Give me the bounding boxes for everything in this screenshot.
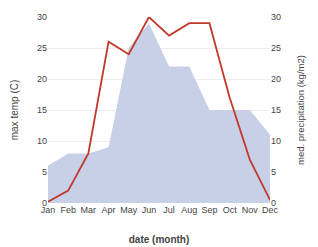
svg-text:May: May bbox=[120, 205, 138, 215]
svg-text:5: 5 bbox=[42, 167, 47, 177]
svg-text:Jan: Jan bbox=[41, 205, 56, 215]
svg-text:Oct: Oct bbox=[223, 205, 238, 215]
svg-text:Jul: Jul bbox=[163, 205, 175, 215]
svg-text:Aug: Aug bbox=[181, 205, 197, 215]
svg-text:max temp (C): max temp (C) bbox=[9, 80, 20, 141]
svg-text:10: 10 bbox=[271, 136, 281, 146]
svg-text:0: 0 bbox=[271, 198, 276, 208]
svg-text:date (month): date (month) bbox=[129, 234, 190, 245]
svg-text:0: 0 bbox=[42, 198, 47, 208]
svg-text:10: 10 bbox=[37, 136, 47, 146]
svg-text:med. precipitation (kg/m2): med. precipitation (kg/m2) bbox=[295, 55, 306, 165]
svg-text:Dec: Dec bbox=[262, 205, 279, 215]
svg-text:Sep: Sep bbox=[201, 205, 217, 215]
svg-text:15: 15 bbox=[271, 105, 281, 115]
svg-text:Nov: Nov bbox=[242, 205, 259, 215]
svg-text:25: 25 bbox=[37, 43, 47, 53]
svg-text:30: 30 bbox=[37, 12, 47, 22]
svg-text:25: 25 bbox=[271, 43, 281, 53]
svg-text:Apr: Apr bbox=[102, 205, 116, 215]
svg-text:20: 20 bbox=[37, 74, 47, 84]
svg-text:20: 20 bbox=[271, 74, 281, 84]
svg-text:5: 5 bbox=[271, 167, 276, 177]
svg-text:30: 30 bbox=[271, 12, 281, 22]
svg-text:Feb: Feb bbox=[60, 205, 76, 215]
svg-text:Jun: Jun bbox=[142, 205, 157, 215]
svg-text:15: 15 bbox=[37, 105, 47, 115]
svg-text:Mar: Mar bbox=[81, 205, 97, 215]
